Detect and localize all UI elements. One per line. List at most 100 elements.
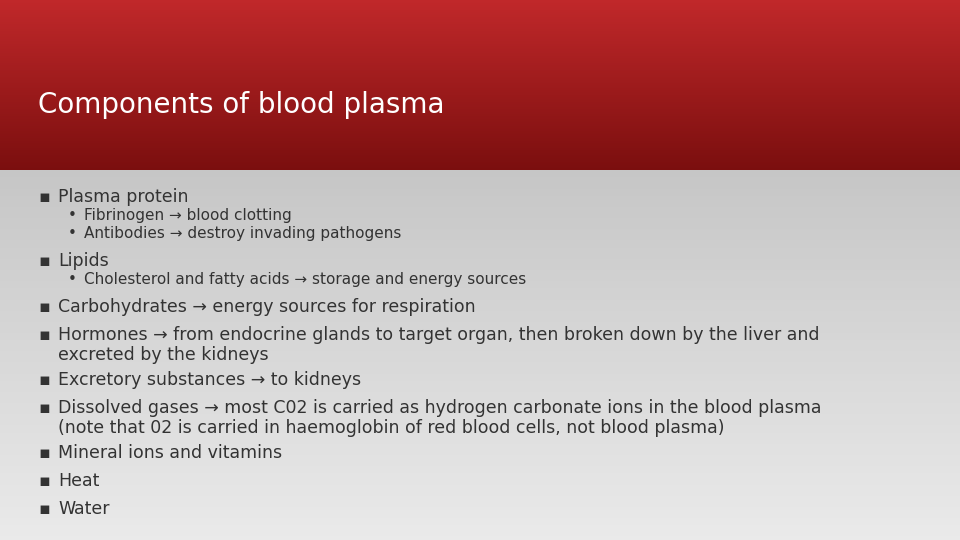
- Bar: [0, 7, 960, 9]
- Bar: [0, 117, 960, 119]
- Bar: [0, 410, 960, 414]
- Bar: [0, 0, 960, 2]
- Bar: [0, 462, 960, 466]
- Bar: [0, 326, 960, 329]
- Text: Water: Water: [58, 500, 109, 518]
- Bar: [0, 31, 960, 32]
- Bar: [0, 440, 960, 444]
- Bar: [0, 255, 960, 259]
- Bar: [0, 188, 960, 192]
- Bar: [0, 507, 960, 510]
- Bar: [0, 39, 960, 41]
- Text: ▪: ▪: [38, 326, 50, 344]
- Bar: [0, 214, 960, 218]
- Bar: [0, 510, 960, 514]
- Text: Fibrinogen → blood clotting: Fibrinogen → blood clotting: [84, 208, 292, 223]
- Text: ▪: ▪: [38, 371, 50, 389]
- Bar: [0, 92, 960, 93]
- Text: Hormones → from endocrine glands to target organ, then broken down by the liver : Hormones → from endocrine glands to targ…: [58, 326, 820, 344]
- Bar: [0, 377, 960, 381]
- Bar: [0, 470, 960, 474]
- Text: excreted by the kidneys: excreted by the kidneys: [58, 346, 269, 364]
- Bar: [0, 433, 960, 436]
- Bar: [0, 248, 960, 252]
- Bar: [0, 59, 960, 61]
- Bar: [0, 168, 960, 170]
- Text: Plasma protein: Plasma protein: [58, 188, 188, 206]
- Bar: [0, 211, 960, 214]
- Bar: [0, 359, 960, 362]
- Bar: [0, 165, 960, 167]
- Bar: [0, 226, 960, 230]
- Bar: [0, 138, 960, 139]
- Bar: [0, 418, 960, 422]
- Bar: [0, 104, 960, 105]
- Bar: [0, 414, 960, 418]
- Bar: [0, 34, 960, 36]
- Bar: [0, 29, 960, 31]
- Bar: [0, 333, 960, 336]
- Bar: [0, 53, 960, 55]
- Bar: [0, 24, 960, 25]
- Bar: [0, 100, 960, 102]
- Bar: [0, 107, 960, 109]
- Bar: [0, 455, 960, 458]
- Bar: [0, 109, 960, 111]
- Bar: [0, 392, 960, 396]
- Bar: [0, 25, 960, 27]
- Bar: [0, 124, 960, 126]
- Text: ▪: ▪: [38, 298, 50, 316]
- Bar: [0, 352, 960, 355]
- Bar: [0, 196, 960, 200]
- Bar: [0, 407, 960, 410]
- Bar: [0, 318, 960, 322]
- Text: (note that 02 is carried in haemoglobin of red blood cells, not blood plasma): (note that 02 is carried in haemoglobin …: [58, 419, 725, 437]
- Bar: [0, 174, 960, 178]
- Bar: [0, 95, 960, 97]
- Bar: [0, 200, 960, 204]
- Bar: [0, 518, 960, 522]
- Bar: [0, 151, 960, 153]
- Bar: [0, 133, 960, 134]
- Bar: [0, 136, 960, 138]
- Bar: [0, 5, 960, 7]
- Bar: [0, 12, 960, 14]
- Bar: [0, 143, 960, 145]
- Bar: [0, 218, 960, 222]
- Bar: [0, 123, 960, 124]
- Bar: [0, 14, 960, 15]
- Bar: [0, 148, 960, 150]
- Bar: [0, 314, 960, 318]
- Bar: [0, 27, 960, 29]
- Bar: [0, 121, 960, 123]
- Bar: [0, 422, 960, 426]
- Bar: [0, 163, 960, 165]
- Text: Lipids: Lipids: [58, 252, 108, 270]
- Bar: [0, 381, 960, 384]
- Bar: [0, 73, 960, 75]
- Bar: [0, 344, 960, 348]
- Bar: [0, 244, 960, 248]
- Bar: [0, 93, 960, 95]
- Bar: [0, 529, 960, 532]
- Bar: [0, 340, 960, 344]
- Bar: [0, 99, 960, 100]
- Bar: [0, 484, 960, 488]
- Text: •: •: [68, 208, 77, 223]
- Bar: [0, 230, 960, 233]
- Bar: [0, 116, 960, 117]
- Bar: [0, 426, 960, 429]
- Bar: [0, 322, 960, 326]
- Bar: [0, 207, 960, 211]
- Text: Heat: Heat: [58, 472, 100, 490]
- Text: Components of blood plasma: Components of blood plasma: [38, 91, 444, 119]
- Bar: [0, 155, 960, 157]
- Bar: [0, 204, 960, 207]
- Bar: [0, 178, 960, 181]
- Bar: [0, 233, 960, 237]
- Bar: [0, 61, 960, 63]
- Bar: [0, 51, 960, 53]
- Bar: [0, 532, 960, 536]
- Bar: [0, 75, 960, 77]
- Bar: [0, 160, 960, 161]
